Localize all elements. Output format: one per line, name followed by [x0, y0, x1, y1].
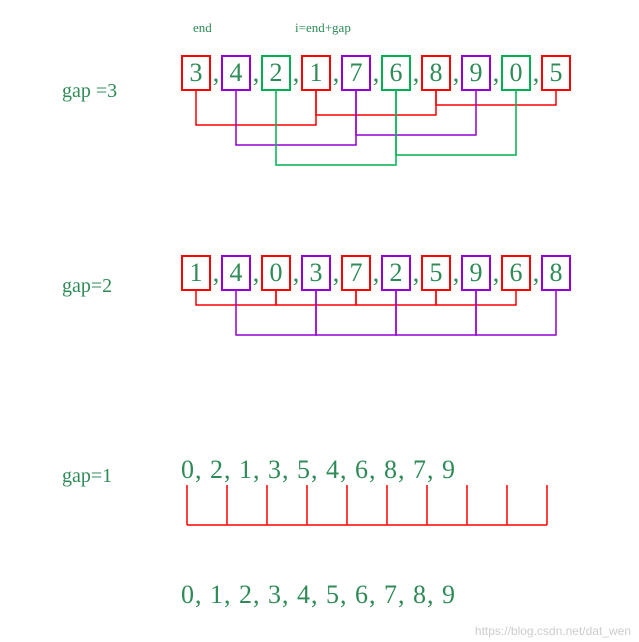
separator: , — [531, 258, 541, 288]
gap-label-3: gap =3 — [62, 80, 117, 103]
separator: , — [291, 58, 301, 88]
cell: 6 — [381, 55, 411, 91]
cell: 7 — [341, 255, 371, 291]
row-sorted: 0, 1, 2, 3, 4, 5, 6, 7, 8, 9 — [181, 580, 456, 610]
cell: 2 — [381, 255, 411, 291]
cell: 6 — [501, 255, 531, 291]
cell: 5 — [541, 55, 571, 91]
separator: , — [491, 258, 501, 288]
separator: , — [451, 58, 461, 88]
cell: 0 — [501, 55, 531, 91]
separator: , — [331, 258, 341, 288]
separator: , — [211, 258, 221, 288]
cell: 1 — [181, 255, 211, 291]
cell: 2 — [261, 55, 291, 91]
cell: 0 — [261, 255, 291, 291]
separator: , — [331, 58, 341, 88]
cell: 7 — [341, 55, 371, 91]
label-end: end — [193, 20, 212, 36]
separator: , — [491, 58, 501, 88]
separator: , — [451, 258, 461, 288]
gap-label-2: gap=2 — [62, 275, 112, 298]
separator: , — [291, 258, 301, 288]
label-iend: i=end+gap — [295, 20, 351, 36]
watermark: https://blog.csdn.net/dat_wen — [475, 624, 631, 638]
separator: , — [411, 58, 421, 88]
cell: 3 — [301, 255, 331, 291]
separator: , — [411, 258, 421, 288]
cell: 4 — [221, 55, 251, 91]
cell: 5 — [421, 255, 451, 291]
separator: , — [251, 58, 261, 88]
separator: , — [371, 58, 381, 88]
cell: 8 — [541, 255, 571, 291]
cell: 3 — [181, 55, 211, 91]
cell: 9 — [461, 55, 491, 91]
cell: 8 — [421, 55, 451, 91]
separator: , — [251, 258, 261, 288]
row-gap2: 1,4,0,3,7,2,5,9,6,8 — [181, 255, 571, 291]
cell: 4 — [221, 255, 251, 291]
row-gap1: 0, 2, 1, 3, 5, 4, 6, 8, 7, 9 — [181, 455, 456, 485]
separator: , — [211, 58, 221, 88]
separator: , — [531, 58, 541, 88]
cell: 1 — [301, 55, 331, 91]
cell: 9 — [461, 255, 491, 291]
gap-label-1: gap=1 — [62, 465, 112, 488]
row-gap3: 3,4,2,1,7,6,8,9,0,5 — [181, 55, 571, 91]
separator: , — [371, 258, 381, 288]
